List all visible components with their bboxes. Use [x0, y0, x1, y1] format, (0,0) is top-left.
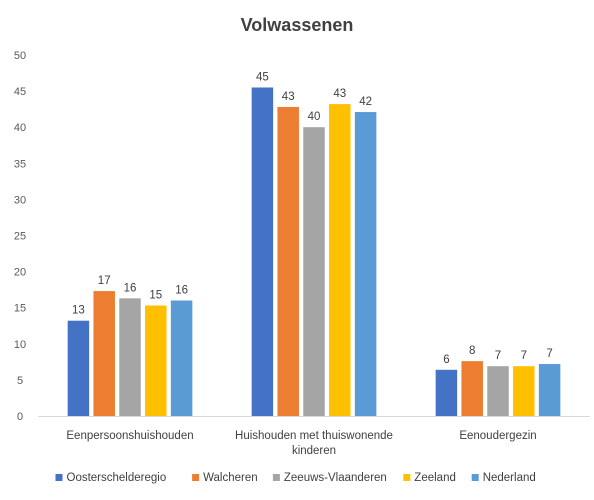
bars: 13 17 16 15 16 45 43 40 43 42 6 8 7 7 7: [67, 71, 561, 417]
y-tick-label: 30: [14, 194, 26, 206]
data-label: 17: [98, 275, 111, 287]
bar: [277, 106, 299, 416]
y-tick-label: 10: [14, 339, 26, 351]
bar: [487, 366, 509, 416]
bar: [251, 87, 274, 417]
data-label: 13: [72, 305, 85, 317]
bar: [145, 305, 167, 416]
data-label: 45: [256, 71, 269, 83]
y-tick-label: 25: [14, 231, 26, 243]
legend-item: Oosterschelderegio: [55, 472, 167, 484]
data-label: 7: [495, 350, 501, 362]
data-label: 16: [175, 284, 188, 296]
bar: [461, 361, 483, 416]
y-tick-label: 5: [17, 375, 23, 387]
legend-label: Walcheren: [203, 472, 258, 484]
legend-swatch: [192, 474, 200, 481]
bar: [329, 104, 351, 416]
y-tick-label: 50: [14, 50, 26, 62]
data-label: 43: [282, 91, 295, 103]
bar: [67, 320, 90, 416]
bar: [435, 369, 458, 416]
legend: Oosterschelderegio Walcheren Zeeuws-Vlaand…: [55, 472, 536, 484]
y-tick-label: 35: [14, 158, 26, 170]
legend-label: Nederland: [483, 472, 536, 484]
y-tick-label: 40: [14, 122, 26, 134]
data-label: 7: [546, 348, 552, 360]
y-axis: 0 5 10 15 20 25 30 35 40 45 50: [14, 50, 26, 423]
legend-swatch: [403, 474, 411, 481]
data-label: 15: [149, 290, 162, 302]
y-tick-label: 15: [14, 303, 26, 315]
legend-label: Zeeland: [414, 472, 456, 484]
bar: [354, 112, 377, 416]
x-category-label: Eenpersoonshuishouden: [66, 430, 193, 442]
legend-label: Oosterschelderegio: [67, 472, 167, 484]
bar: [170, 300, 193, 416]
x-category-label: Eenoudergezin: [459, 430, 536, 442]
legend-label: Zeeuws-Vlaanderen: [284, 472, 387, 484]
x-axis: Eenpersoonshuishouden Huishouden met thui…: [38, 416, 590, 457]
data-label: 43: [333, 88, 346, 100]
bar: [513, 366, 535, 416]
data-label: 6: [443, 354, 449, 366]
x-category-label: kinderen: [292, 445, 336, 457]
bar: [303, 127, 325, 416]
data-label: 8: [469, 345, 475, 357]
y-tick-label: 45: [14, 86, 26, 98]
chart-title: Volwassenen: [241, 15, 354, 35]
y-tick-label: 20: [14, 267, 26, 279]
legend-item: Zeeuws-Vlaanderen: [272, 472, 387, 484]
legend-item: Nederland: [471, 472, 536, 484]
legend-swatch: [272, 474, 280, 481]
data-label: 42: [359, 96, 372, 108]
x-category-label: Huishouden met thuiswonende: [235, 430, 393, 442]
legend-item: Walcheren: [192, 472, 258, 484]
bar: [93, 291, 115, 416]
y-tick-label: 0: [17, 411, 23, 423]
legend-swatch: [471, 474, 479, 481]
bar: [119, 298, 141, 416]
data-label: 40: [308, 111, 321, 123]
bar: [538, 364, 561, 416]
legend-swatch: [55, 474, 63, 481]
data-label: 16: [124, 282, 137, 294]
legend-item: Zeeland: [403, 472, 456, 484]
data-label: 7: [521, 350, 527, 362]
